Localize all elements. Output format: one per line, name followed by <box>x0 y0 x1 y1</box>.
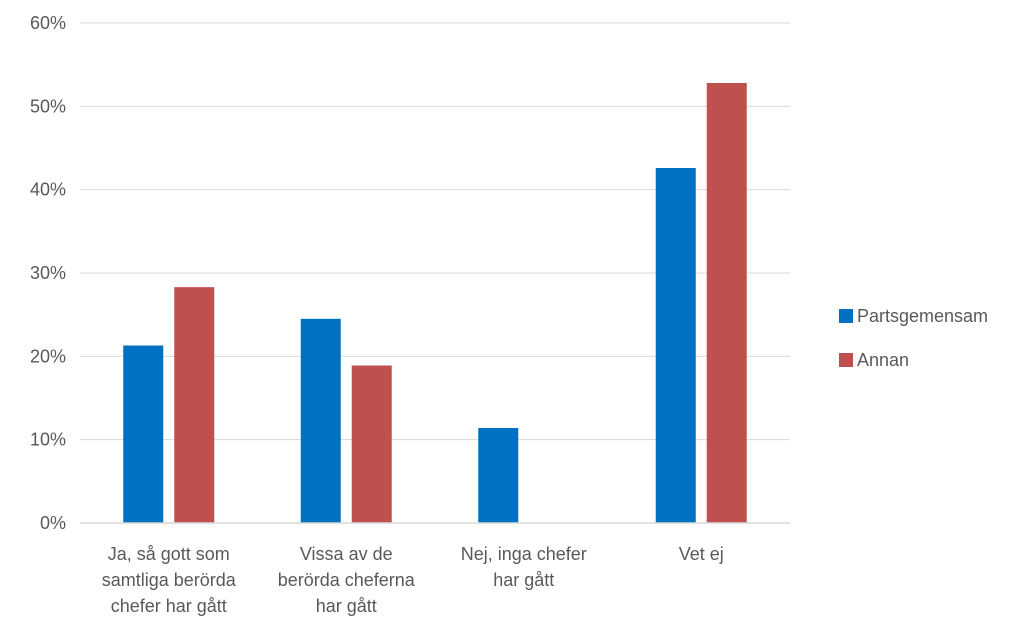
x-tick-label-line: chefer har gått <box>111 596 227 616</box>
x-tick-label-line: Nej, inga chefer <box>461 544 587 564</box>
y-tick-label: 50% <box>30 96 66 116</box>
bar-annan-0 <box>174 287 215 523</box>
legend-label-annan: Annan <box>857 350 909 370</box>
legend-label-partsgemensam: Partsgemensam <box>857 306 988 326</box>
bar-annan-1 <box>351 365 392 523</box>
bar-partsgemensam-3 <box>655 168 696 523</box>
legend: Partsgemensam Annan <box>839 306 988 370</box>
x-tick-label-line: har gått <box>316 596 377 616</box>
x-tick-label-line: samtliga berörda <box>102 570 237 590</box>
y-tick-label: 60% <box>30 13 66 33</box>
x-tick-label-line: har gått <box>493 570 554 590</box>
x-tick-label: Vissa av de berörda cheferna har gått <box>278 544 416 616</box>
bar-annan-3 <box>706 83 747 523</box>
y-axis-tick-labels: 0% 10% 20% 30% 40% 50% 60% <box>30 13 66 533</box>
x-tick-label-line: Vet ej <box>679 544 724 564</box>
legend-swatch-partsgemensam <box>839 309 853 323</box>
y-tick-label: 40% <box>30 180 66 200</box>
y-tick-label: 10% <box>30 430 66 450</box>
x-tick-label-line: Ja, så gott som <box>108 544 230 564</box>
x-tick-label-line: Vissa av de <box>300 544 393 564</box>
y-tick-label: 30% <box>30 263 66 283</box>
x-tick-label: Ja, så gott som samtliga berörda chefer ha… <box>102 544 237 616</box>
x-tick-label: Nej, inga chefer har gått <box>461 544 587 590</box>
legend-swatch-annan <box>839 353 853 367</box>
y-tick-label: 0% <box>40 513 66 533</box>
y-tick-label: 20% <box>30 346 66 366</box>
x-axis-tick-labels: Ja, så gott som samtliga berörda chefer ha… <box>102 544 724 616</box>
bar-partsgemensam-1 <box>300 318 341 523</box>
x-tick-label: Vet ej <box>679 544 724 564</box>
x-tick-label-line: berörda cheferna <box>278 570 416 590</box>
bar-partsgemensam-0 <box>123 345 164 523</box>
bar-partsgemensam-2 <box>478 428 519 523</box>
bars <box>123 83 747 523</box>
